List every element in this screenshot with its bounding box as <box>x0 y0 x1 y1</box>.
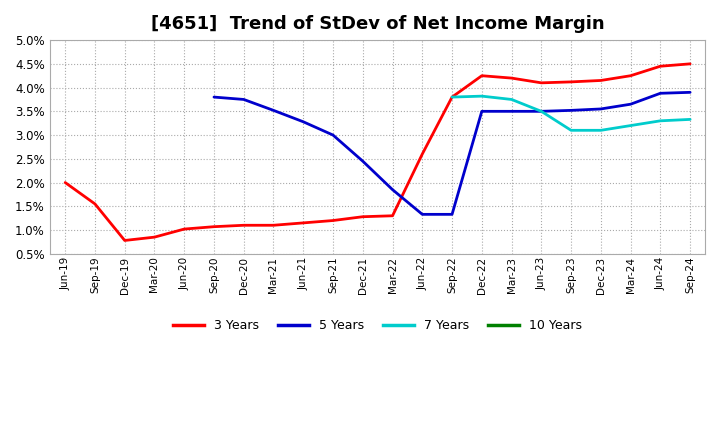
Title: [4651]  Trend of StDev of Net Income Margin: [4651] Trend of StDev of Net Income Marg… <box>151 15 605 33</box>
Legend: 3 Years, 5 Years, 7 Years, 10 Years: 3 Years, 5 Years, 7 Years, 10 Years <box>168 314 588 337</box>
